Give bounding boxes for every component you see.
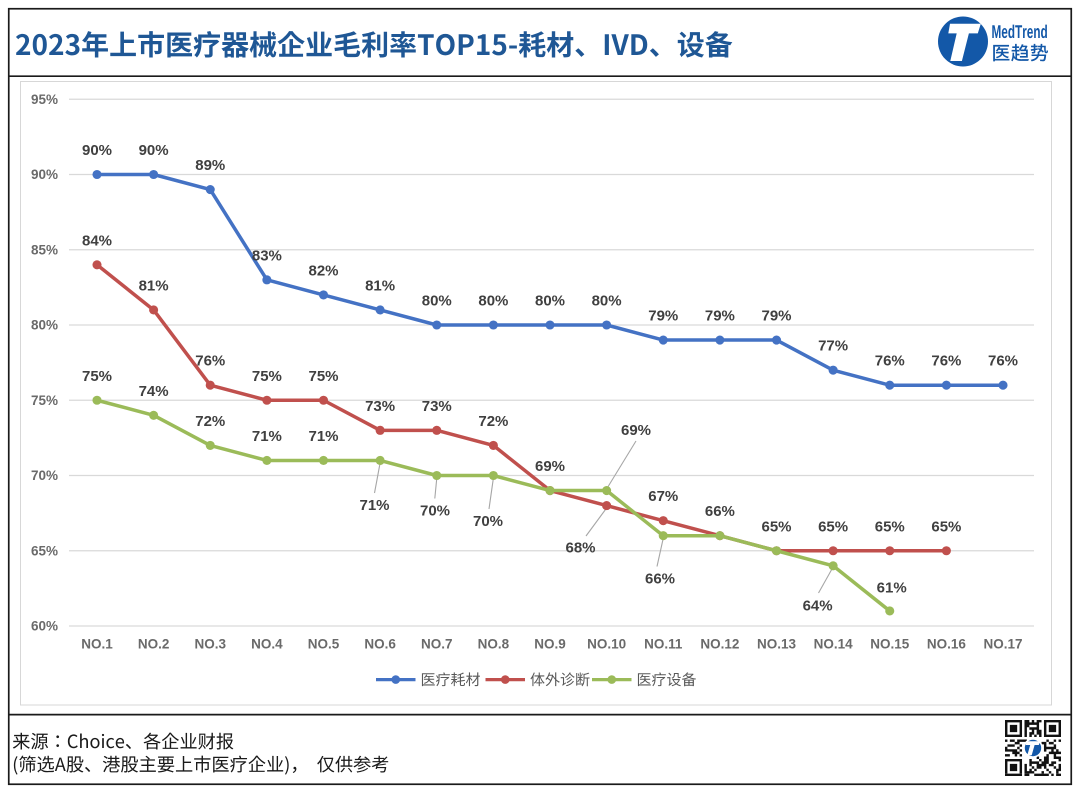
svg-text:90%: 90% (139, 142, 169, 159)
svg-text:80%: 80% (535, 293, 565, 310)
svg-text:68%: 68% (565, 540, 595, 557)
svg-text:65%: 65% (931, 518, 961, 535)
svg-text:NO.3: NO.3 (194, 637, 226, 652)
svg-text:NO.16: NO.16 (927, 637, 967, 652)
svg-text:65%: 65% (761, 518, 791, 535)
svg-text:73%: 73% (422, 398, 452, 415)
svg-text:71%: 71% (252, 428, 282, 445)
svg-text:70%: 70% (473, 513, 503, 530)
svg-text:65%: 65% (31, 543, 58, 558)
svg-text:NO.7: NO.7 (421, 637, 453, 652)
svg-text:79%: 79% (761, 308, 791, 325)
svg-text:73%: 73% (365, 398, 395, 415)
svg-text:67%: 67% (648, 488, 678, 505)
svg-text:70%: 70% (31, 468, 58, 483)
svg-text:NO.8: NO.8 (478, 637, 510, 652)
svg-text:74%: 74% (139, 383, 169, 400)
svg-text:NO.11: NO.11 (644, 637, 683, 652)
svg-text:NO.12: NO.12 (700, 637, 739, 652)
svg-text:NO.14: NO.14 (814, 637, 854, 652)
svg-text:64%: 64% (803, 598, 833, 615)
svg-text:71%: 71% (359, 497, 389, 514)
svg-text:NO.17: NO.17 (983, 637, 1022, 652)
svg-text:66%: 66% (705, 503, 735, 520)
svg-text:77%: 77% (818, 338, 848, 355)
svg-text:NO.9: NO.9 (534, 637, 566, 652)
svg-text:81%: 81% (365, 277, 395, 294)
svg-text:NO.5: NO.5 (308, 637, 340, 652)
svg-text:79%: 79% (705, 308, 735, 325)
svg-text:76%: 76% (988, 353, 1018, 370)
svg-text:NO.13: NO.13 (757, 637, 797, 652)
svg-text:89%: 89% (195, 157, 225, 174)
svg-text:83%: 83% (252, 247, 282, 264)
svg-text:80%: 80% (478, 293, 508, 310)
svg-text:70%: 70% (420, 503, 450, 520)
svg-text:NO.15: NO.15 (870, 637, 910, 652)
svg-text:79%: 79% (648, 308, 678, 325)
svg-text:65%: 65% (875, 518, 905, 535)
svg-text:75%: 75% (252, 368, 282, 385)
svg-text:81%: 81% (139, 277, 169, 294)
svg-text:82%: 82% (308, 262, 338, 279)
svg-text:71%: 71% (308, 428, 338, 445)
svg-text:NO.4: NO.4 (251, 637, 283, 652)
svg-text:90%: 90% (31, 167, 58, 182)
svg-text:60%: 60% (31, 619, 58, 634)
svg-text:95%: 95% (31, 92, 58, 107)
svg-text:80%: 80% (422, 293, 452, 310)
svg-text:NO.1: NO.1 (81, 637, 113, 652)
svg-text:69%: 69% (535, 458, 565, 475)
svg-text:76%: 76% (931, 353, 961, 370)
svg-text:NO.10: NO.10 (587, 637, 626, 652)
svg-text:61%: 61% (877, 579, 907, 596)
svg-text:80%: 80% (592, 293, 622, 310)
svg-text:NO.2: NO.2 (138, 637, 170, 652)
svg-text:85%: 85% (31, 242, 58, 257)
svg-text:76%: 76% (195, 353, 225, 370)
svg-text:84%: 84% (82, 232, 112, 249)
svg-text:NO.6: NO.6 (364, 637, 396, 652)
svg-text:75%: 75% (82, 368, 112, 385)
svg-text:66%: 66% (645, 571, 675, 588)
svg-text:90%: 90% (82, 142, 112, 159)
svg-text:72%: 72% (195, 413, 225, 430)
svg-text:76%: 76% (875, 353, 905, 370)
svg-text:75%: 75% (31, 393, 58, 408)
svg-text:72%: 72% (478, 413, 508, 430)
svg-text:69%: 69% (621, 422, 651, 439)
svg-text:75%: 75% (308, 368, 338, 385)
svg-text:65%: 65% (818, 518, 848, 535)
svg-text:80%: 80% (31, 318, 58, 333)
